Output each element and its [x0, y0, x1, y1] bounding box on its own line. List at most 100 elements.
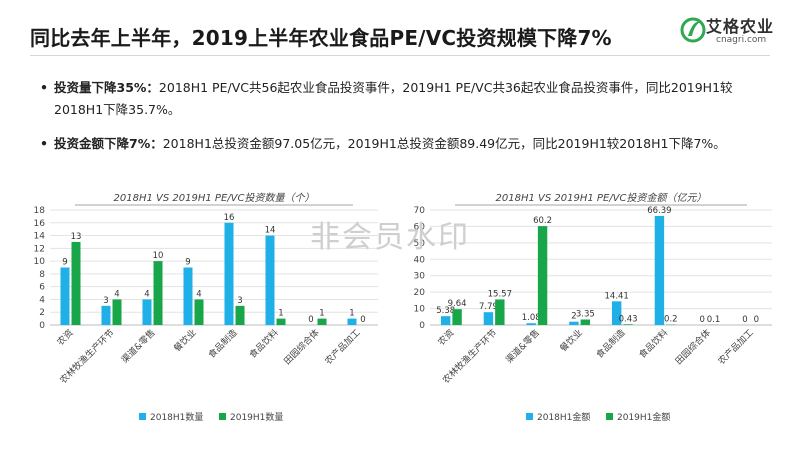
y-tick-label: 20 — [414, 288, 426, 298]
data-label: 14 — [265, 226, 276, 236]
y-tick-label: 6 — [39, 283, 45, 293]
data-label: 3 — [237, 296, 242, 306]
page-title: 同比去年上半年，2019上半年农业食品PE/VC投资规模下降7% — [30, 26, 612, 50]
y-tick-label: 14 — [34, 232, 46, 242]
y-tick-label: 0 — [419, 321, 425, 331]
y-tick-label: 10 — [414, 305, 426, 315]
summary-bullets: • 投资量下降35%：2018H1 PE/VC共56起农业食品投资事件，2019… — [40, 77, 770, 167]
data-label: 4 — [144, 289, 149, 299]
data-label: 60.2 — [533, 216, 552, 226]
header-divider — [30, 55, 770, 56]
category-label: 农资 — [54, 327, 75, 348]
category-label: 食品饮料 — [636, 327, 670, 361]
bar-2019 — [452, 309, 462, 325]
data-label: 3.35 — [576, 309, 595, 319]
bar-2018 — [183, 267, 193, 325]
y-tick-label: 30 — [414, 272, 426, 282]
category-label: 食品制造 — [206, 327, 240, 361]
bar-2018 — [483, 312, 494, 325]
legend-swatch — [526, 413, 533, 420]
bar-2019 — [537, 226, 548, 325]
bar-2018 — [611, 301, 622, 325]
legend-swatch — [606, 413, 613, 420]
data-label: 1 — [349, 309, 354, 319]
category-label: 餐饮业 — [171, 327, 199, 355]
y-tick-label: 70 — [414, 206, 426, 216]
legend-label: 2018H1数量 — [150, 411, 203, 423]
y-tick-label: 8 — [39, 270, 45, 280]
bar-2019 — [495, 299, 505, 325]
watermark: 非会员水印 — [310, 220, 470, 255]
bar-2018 — [654, 215, 665, 325]
data-label: 1 — [278, 309, 283, 319]
bar-2019 — [194, 299, 204, 325]
bullet-amount: • 投资金额下降7%：2018H1总投资金额97.05亿元，2019H1总投资金… — [40, 133, 770, 155]
bar-2018 — [224, 222, 234, 325]
chart-title: 2018H1 VS 2019H1 PE/VC投资数量（个） — [114, 192, 315, 204]
bar-2018 — [440, 316, 451, 325]
data-label: 16 — [224, 213, 235, 223]
category-label: 田园综合体 — [281, 327, 321, 367]
data-label: 4 — [196, 289, 201, 299]
bullet-lead: 投资量下降35%： — [54, 80, 159, 95]
bar-2018 — [101, 305, 111, 325]
y-tick-label: 4 — [39, 295, 45, 305]
data-label: 9 — [185, 258, 190, 268]
bar-2019 — [153, 261, 163, 325]
logo-url: cnagri.com — [716, 35, 767, 45]
logo-name: 艾格农业 — [706, 17, 775, 36]
bar-2019 — [580, 319, 591, 325]
category-label: 农产品加工 — [322, 327, 362, 367]
data-label: 13 — [71, 232, 82, 242]
data-label: 7.79 — [479, 302, 498, 312]
category-label: 田园综合体 — [673, 327, 713, 367]
bar-2018 — [526, 323, 536, 325]
chart-title: 2018H1 VS 2019H1 PE/VC投资金额（亿元） — [496, 192, 707, 204]
data-label: 0.43 — [619, 314, 638, 324]
category-label: 农资 — [435, 327, 456, 348]
data-label: 0 — [754, 315, 759, 325]
legend-swatch — [219, 413, 226, 420]
data-label: 5.38 — [436, 306, 455, 316]
data-label: 4 — [114, 289, 119, 299]
y-tick-label: 40 — [414, 255, 426, 265]
category-label: 食品制造 — [594, 327, 628, 361]
bullet-text: 2018H1 PE/VC共56起农业食品投资事件，2019H1 PE/VC共36… — [54, 80, 733, 117]
data-label: 66.39 — [647, 206, 671, 216]
bar-2019 — [276, 318, 286, 325]
bullet-lead: 投资金额下降7%： — [54, 136, 163, 151]
bar-2019 — [112, 299, 122, 325]
bar-2018 — [142, 299, 152, 325]
y-tick-label: 12 — [34, 244, 45, 254]
count-bar-chart: 2018H1 VS 2019H1 PE/VC投资数量（个）02468101214… — [34, 192, 378, 423]
data-label: 0.2 — [664, 315, 678, 325]
y-tick-label: 60 — [414, 222, 426, 232]
data-label: 0 — [742, 315, 747, 325]
legend-label: 2019H1数量 — [230, 411, 283, 423]
data-label: 3 — [103, 296, 108, 306]
y-tick-label: 0 — [39, 321, 45, 331]
y-tick-label: 18 — [34, 206, 46, 216]
data-label: 0.1 — [707, 315, 721, 325]
legend-label: 2019H1金额 — [617, 411, 670, 423]
data-label: 1 — [319, 309, 324, 319]
category-label: 食品饮料 — [247, 327, 281, 361]
data-label: 1.08 — [522, 313, 541, 323]
bar-2018 — [347, 318, 357, 325]
bullet-text: 2018H1总投资金额97.05亿元，2019H1总投资金额89.49亿元，同比… — [162, 136, 726, 151]
data-label: 9.64 — [448, 299, 467, 309]
bullet-dot: • — [40, 80, 48, 95]
data-label: 15.57 — [488, 289, 512, 299]
category-label: 渠道&零售 — [503, 327, 542, 366]
data-label: 10 — [153, 251, 164, 261]
bullet-volume: • 投资量下降35%：2018H1 PE/VC共56起农业食品投资事件，2019… — [40, 77, 770, 121]
bar-2019 — [235, 305, 245, 325]
data-label: 0 — [699, 315, 704, 325]
data-label: 9 — [62, 258, 67, 268]
data-label: 14.41 — [605, 291, 629, 301]
bar-2018 — [569, 321, 579, 325]
data-label: 0 — [308, 315, 313, 325]
legend-swatch — [139, 413, 146, 420]
bar-2019 — [623, 324, 633, 325]
category-label: 餐饮业 — [557, 327, 585, 355]
